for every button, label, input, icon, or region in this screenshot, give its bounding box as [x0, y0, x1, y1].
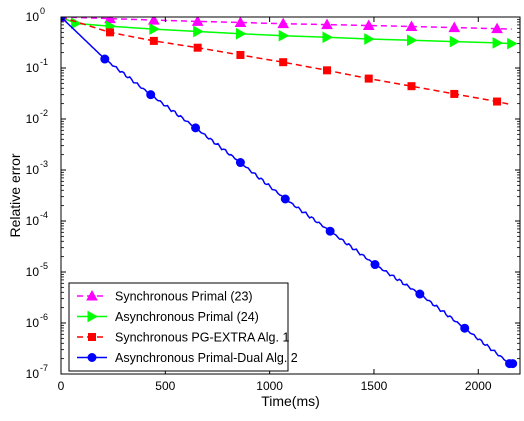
y-tick-exponent: -1 [40, 57, 48, 67]
data-point [236, 50, 245, 59]
legend-marker [87, 353, 97, 362]
data-point [106, 28, 115, 37]
series-4 [61, 17, 518, 369]
series-line [61, 17, 512, 45]
y-tick-exponent: -7 [40, 363, 48, 373]
legend-label: Synchronous Primal (23) [115, 290, 253, 304]
y-tick-label: 10 [26, 163, 40, 177]
series-3 [61, 17, 512, 106]
data-point [449, 35, 461, 48]
y-axis-label: Relative error [7, 153, 23, 237]
data-point [193, 43, 202, 52]
data-point [193, 25, 204, 38]
legend-marker [88, 333, 96, 341]
data-point [277, 17, 290, 29]
legend-marker [87, 310, 99, 323]
data-point [364, 74, 373, 83]
legend-marker [86, 289, 98, 301]
data-point [280, 194, 290, 204]
legend-item: Asynchronous Primal-Dual Alg. 2 [77, 351, 298, 365]
x-tick-label: 1500 [361, 379, 388, 393]
data-point [507, 37, 518, 50]
data-point [460, 323, 470, 333]
data-point [234, 17, 247, 28]
y-tick-label: 10 [26, 61, 40, 75]
series-layer [61, 17, 518, 369]
data-point [149, 23, 160, 35]
data-point [405, 20, 418, 32]
series-1 [61, 17, 512, 34]
x-axis-label: Time(ms) [261, 393, 320, 409]
plot-frame [60, 16, 521, 375]
data-point [149, 36, 158, 45]
data-point [407, 82, 416, 91]
legend-item: Asynchronous Primal (24) [77, 310, 259, 324]
data-point [450, 89, 459, 98]
x-tick-label: 500 [155, 379, 175, 393]
x-tick-label: 2000 [465, 379, 492, 393]
legend-box [68, 282, 289, 372]
data-point [407, 34, 418, 47]
series-line [61, 17, 512, 30]
y-tick-exponent: -6 [40, 312, 48, 322]
y-tick-exponent: -2 [40, 108, 48, 118]
data-point [146, 90, 156, 100]
y-tick-label: 10 [26, 214, 40, 228]
legend-label: Synchronous PG-EXTRA Alg. 1 [115, 331, 289, 345]
data-point [325, 226, 335, 236]
y-tick-label: 10 [26, 316, 40, 330]
series-2 [61, 17, 518, 50]
series-line [61, 17, 514, 367]
data-point [321, 18, 333, 30]
data-point [235, 27, 247, 40]
legend-item: Synchronous PG-EXTRA Alg. 1 [77, 331, 289, 345]
data-point [491, 22, 503, 34]
legend-item: Synchronous Primal (23) [77, 290, 253, 304]
data-point [235, 158, 245, 168]
data-point [364, 33, 375, 45]
data-point [104, 17, 116, 24]
legend: Synchronous Primal (23) Asynchronous Prim… [68, 282, 298, 372]
y-tick-exponent: -5 [40, 261, 48, 271]
data-point [278, 29, 290, 42]
legend-label: Asynchronous Primal-Dual Alg. 2 [115, 351, 298, 365]
data-point [322, 31, 334, 44]
data-point [323, 66, 332, 75]
data-point [362, 19, 375, 31]
x-tick-label: 1000 [256, 379, 283, 393]
data-point [100, 54, 110, 64]
data-point [279, 58, 288, 67]
data-point [508, 359, 518, 369]
data-point [415, 289, 425, 299]
y-tick-exponent: -4 [40, 210, 48, 220]
y-tick-exponent: 0 [40, 6, 45, 16]
y-tick-exponent: -3 [40, 159, 48, 169]
y-tick-label: 10 [26, 367, 40, 381]
data-point [493, 97, 502, 106]
y-tick-label: 10 [26, 265, 40, 279]
data-point [370, 260, 380, 270]
legend-label: Asynchronous Primal (24) [115, 310, 259, 324]
x-tick-label: 0 [58, 379, 65, 393]
y-tick-label: 10 [26, 112, 40, 126]
data-point [492, 37, 504, 49]
data-point [448, 21, 461, 33]
data-point [147, 17, 160, 25]
data-point [191, 123, 201, 133]
data-point [71, 17, 82, 30]
data-point [191, 17, 204, 26]
y-tick-label: 10 [26, 10, 40, 24]
